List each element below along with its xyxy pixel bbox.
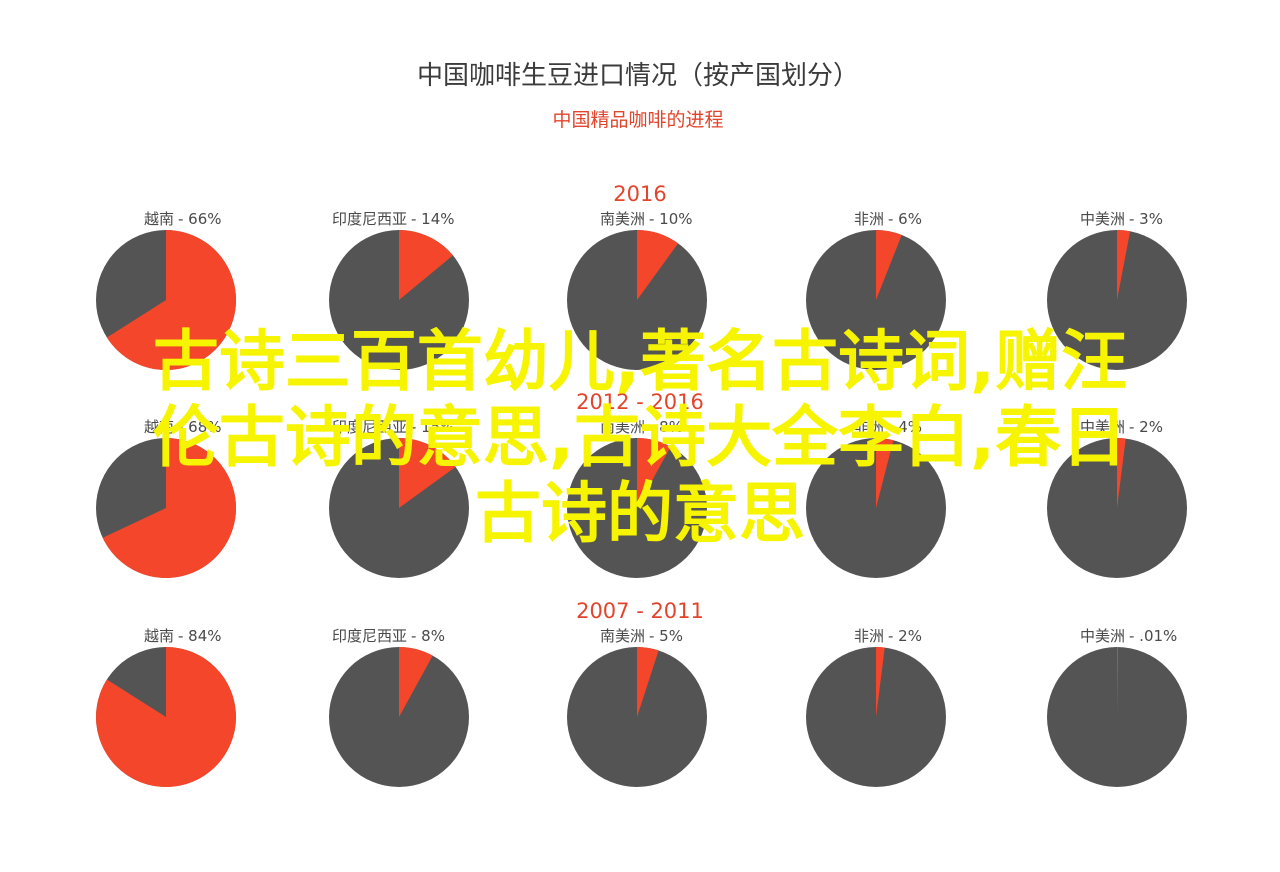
pie-percent-label: - 15%	[411, 418, 455, 436]
pie-country-label: 越南	[144, 627, 174, 645]
pie-share-slice	[399, 647, 433, 717]
chart-title: 中国咖啡生豆进口情况（按产国划分）	[417, 61, 859, 91]
pie-percent-label: - 10%	[649, 210, 693, 228]
pie-percent-label: - 3%	[1129, 210, 1163, 228]
pie-country-label: 中美洲	[1080, 418, 1125, 436]
pie-percent-label: - 2%	[888, 627, 922, 645]
pie-country-label: 印度尼西亚	[332, 627, 407, 645]
pie-share-slice	[637, 438, 671, 508]
pie-country-label: 越南	[144, 210, 174, 228]
pie-share-slice	[1117, 230, 1131, 300]
chart-subtitle: 中国精品咖啡的进程	[552, 109, 723, 131]
pie-country-label: 印度尼西亚	[332, 418, 407, 436]
pie: 非洲 - 4%	[806, 418, 946, 578]
pie-country-label: 非洲	[854, 627, 884, 645]
pie-share-slice	[399, 230, 453, 300]
pie-percent-label: - 6%	[888, 210, 922, 228]
pie-share-slice	[637, 647, 659, 717]
pie: 越南 - 84%	[96, 627, 237, 788]
pie-country-label: 非洲	[854, 210, 884, 228]
pie-country-label: 中美洲	[1080, 627, 1125, 645]
pie-share-slice	[637, 230, 679, 300]
period-label: 2016	[613, 182, 666, 206]
pie-share-slice	[106, 230, 237, 370]
pie-share-slice	[876, 438, 894, 508]
pie-share-slice	[876, 230, 902, 300]
pie-country-label: 越南	[144, 418, 174, 436]
pie: 中美洲 - .01%	[1047, 627, 1187, 787]
pie-percent-label: - 84%	[178, 627, 222, 645]
pie: 越南 - 68%	[96, 418, 237, 578]
pie: 越南 - 66%	[96, 210, 237, 370]
pie: 中美洲 - 3%	[1047, 210, 1187, 370]
pie-country-label: 南美洲	[600, 210, 645, 228]
period-label: 2012 - 2016	[576, 390, 704, 414]
pie: 中美洲 - 2%	[1047, 418, 1187, 578]
pie-percent-label: - 2%	[1129, 418, 1163, 436]
pie: 印度尼西亚 - 15%	[329, 418, 469, 578]
pie: 印度尼西亚 - 14%	[329, 210, 469, 370]
pie-share-slice	[1117, 647, 1118, 717]
pie-percent-label: - 8%	[649, 418, 683, 436]
pie-percent-label: - .01%	[1129, 627, 1177, 645]
pie-percent-label: - 5%	[649, 627, 683, 645]
pie: 非洲 - 6%	[806, 210, 946, 370]
period-label: 2007 - 2011	[576, 599, 704, 623]
pie-percent-label: - 68%	[178, 418, 222, 436]
pie: 南美洲 - 10%	[567, 210, 707, 370]
pie-percent-label: - 66%	[178, 210, 222, 228]
pie-share-slice	[1117, 438, 1126, 508]
pie: 南美洲 - 8%	[567, 418, 707, 578]
pie-percent-label: - 14%	[411, 210, 455, 228]
pie-percent-label: - 4%	[888, 418, 922, 436]
pie: 非洲 - 2%	[806, 627, 946, 787]
pie-country-label: 印度尼西亚	[332, 210, 407, 228]
pie-percent-label: - 8%	[411, 627, 445, 645]
pie-share-slice	[102, 438, 237, 578]
pie-share-slice	[96, 647, 237, 788]
pie-country-label: 非洲	[854, 418, 884, 436]
pie: 南美洲 - 5%	[567, 627, 707, 787]
pie-share-slice	[876, 647, 885, 717]
pie: 印度尼西亚 - 8%	[329, 627, 469, 787]
pie-share-slice	[399, 438, 456, 508]
pie-country-label: 南美洲	[600, 627, 645, 645]
pie-country-label: 中美洲	[1080, 210, 1125, 228]
pie-country-label: 南美洲	[600, 418, 645, 436]
